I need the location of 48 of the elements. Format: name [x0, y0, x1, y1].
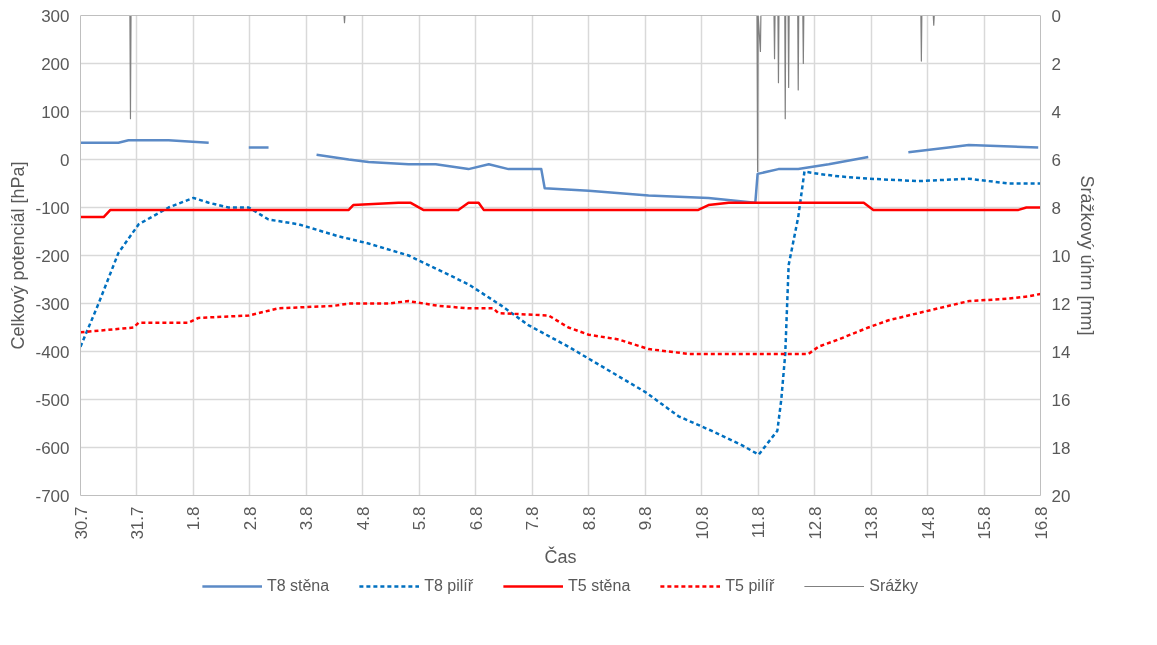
x-tick-label: 5.8	[410, 506, 430, 531]
legend-label: Srážky	[869, 577, 919, 595]
y-tick-label: 0	[60, 150, 70, 170]
legend-label: T5 stěna	[568, 577, 631, 595]
y2-tick-label: 4	[1051, 102, 1061, 122]
x-axis-title: Čas	[544, 545, 577, 567]
y-tick-label: -400	[35, 342, 70, 362]
y2-tick-label: 16	[1051, 390, 1071, 410]
legend-label: T8 pilíř	[424, 577, 474, 595]
y2-tick-label: 2	[1051, 54, 1061, 74]
y2-tick-label: 10	[1051, 246, 1071, 266]
x-tick-label: 9.8	[636, 506, 656, 531]
legend-label: T8 stěna	[266, 577, 330, 595]
y-axis-title: Celkový potenciál [hPa]	[8, 161, 29, 350]
y2-tick-label: 14	[1051, 342, 1071, 362]
y-tick-label: -700	[35, 486, 70, 506]
x-tick-label: 30.7	[71, 506, 91, 540]
y2-axis-title: Srážkový úhrn [mm]	[1077, 175, 1098, 336]
y-tick-label: -200	[35, 246, 70, 266]
y2-tick-label: 12	[1051, 294, 1071, 314]
x-tick-label: 2.8	[240, 506, 260, 531]
y2-tick-label: 8	[1051, 198, 1061, 218]
x-tick-label: 4.8	[353, 506, 373, 531]
x-tick-label: 7.8	[523, 506, 543, 531]
x-tick-label: 3.8	[297, 506, 317, 531]
x-tick-label: 13.8	[862, 506, 882, 540]
x-tick-label: 16.8	[1031, 506, 1051, 540]
y-tick-label: 200	[41, 54, 70, 74]
x-tick-label: 10.8	[692, 506, 712, 540]
x-tick-label: 8.8	[579, 506, 599, 531]
x-tick-label: 31.7	[127, 506, 147, 540]
y2-tick-label: 6	[1051, 150, 1061, 170]
x-tick-label: 11.8	[749, 506, 769, 539]
x-tick-label: 12.8	[805, 506, 825, 540]
y-tick-label: -100	[35, 198, 70, 218]
y2-tick-label: 20	[1051, 486, 1071, 506]
legend-label: T5 pilíř	[725, 577, 775, 595]
y-tick-label: 100	[41, 102, 70, 122]
x-tick-label: 15.8	[975, 506, 995, 540]
x-tick-label: 6.8	[466, 506, 486, 531]
x-tick-label: 14.8	[918, 506, 938, 540]
y2-tick-label: 18	[1051, 438, 1071, 458]
y-tick-label: -300	[35, 294, 70, 314]
y2-tick-label: 0	[1051, 6, 1061, 26]
y-tick-label: -600	[35, 438, 70, 458]
x-tick-label: 1.8	[184, 506, 204, 531]
y-tick-label: -500	[35, 390, 70, 410]
y-tick-label: 300	[41, 6, 70, 26]
